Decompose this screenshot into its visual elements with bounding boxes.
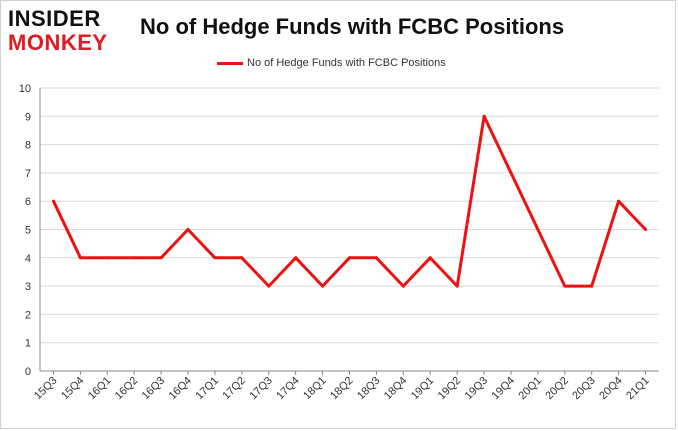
x-tick-label: 20Q1 [516,375,544,403]
y-tick-label: 10 [19,83,31,95]
x-tick-label: 15Q3 [32,375,60,403]
logo-line-1: INSIDER [8,6,101,31]
y-tick-label: 0 [25,366,31,378]
x-tick-label: 19Q1 [409,375,437,403]
data-point [455,284,459,288]
data-point [105,256,109,260]
y-tick-label: 8 [25,140,31,152]
x-tick-label: 21Q1 [624,375,652,403]
x-tick-label: 20Q2 [543,375,571,403]
x-tick-label: 17Q3 [247,375,275,403]
x-tick-label: 19Q4 [490,375,518,403]
y-tick-label: 5 [25,225,31,237]
data-point [321,284,325,288]
x-tick-label: 16Q2 [113,375,141,403]
y-tick-label: 6 [25,196,31,208]
data-point [294,256,298,260]
y-tick-label: 9 [25,111,31,123]
y-tick-label: 4 [25,253,31,265]
x-tick-label: 20Q4 [597,375,625,403]
data-point [51,199,55,203]
data-point [617,199,621,203]
x-tick-label: 16Q1 [86,375,114,403]
y-tick-label: 7 [25,168,31,180]
x-tick-label: 18Q4 [382,375,410,403]
data-point [563,284,567,288]
data-point [267,284,271,288]
x-tick-label: 19Q2 [436,375,464,403]
data-point [644,228,648,231]
chart-title: No of Hedge Funds with FCBC Positions [140,14,565,39]
data-point [132,256,136,260]
data-point [374,256,378,260]
legend-line-swatch [217,61,243,65]
data-point [401,284,405,288]
data-point [482,114,486,118]
data-point [213,256,217,260]
data-point [159,256,163,260]
data-point [590,284,594,288]
y-tick-label: 3 [25,281,31,293]
data-point [348,256,351,260]
data-point [78,256,82,260]
x-tick-label: 16Q3 [140,375,168,403]
data-point [240,256,244,260]
legend-label: No of Hedge Funds with FCBC Positions [247,57,446,69]
x-tick-label: 17Q1 [194,375,222,403]
x-tick-label: 18Q2 [328,375,356,403]
x-tick-label: 18Q3 [355,375,383,403]
x-tick-label: 17Q2 [220,375,248,403]
data-point [536,228,540,231]
data-point [186,228,190,231]
data-point [509,171,513,175]
x-tick-label: 19Q3 [463,375,491,403]
x-tick-label: 16Q4 [167,375,195,403]
x-tick-label: 15Q4 [59,375,87,403]
x-tick-label: 17Q4 [274,375,302,403]
data-point [428,256,432,260]
x-tick-label: 18Q1 [301,375,329,403]
logo-line-2: MONKEY [8,30,108,55]
y-tick-label: 1 [25,338,31,350]
x-tick-label: 20Q3 [570,375,598,403]
y-tick-label: 2 [25,309,31,321]
insider-monkey-logo: INSIDER MONKEY [8,8,126,56]
legend: No of Hedge Funds with FCBC Positions [217,56,446,70]
